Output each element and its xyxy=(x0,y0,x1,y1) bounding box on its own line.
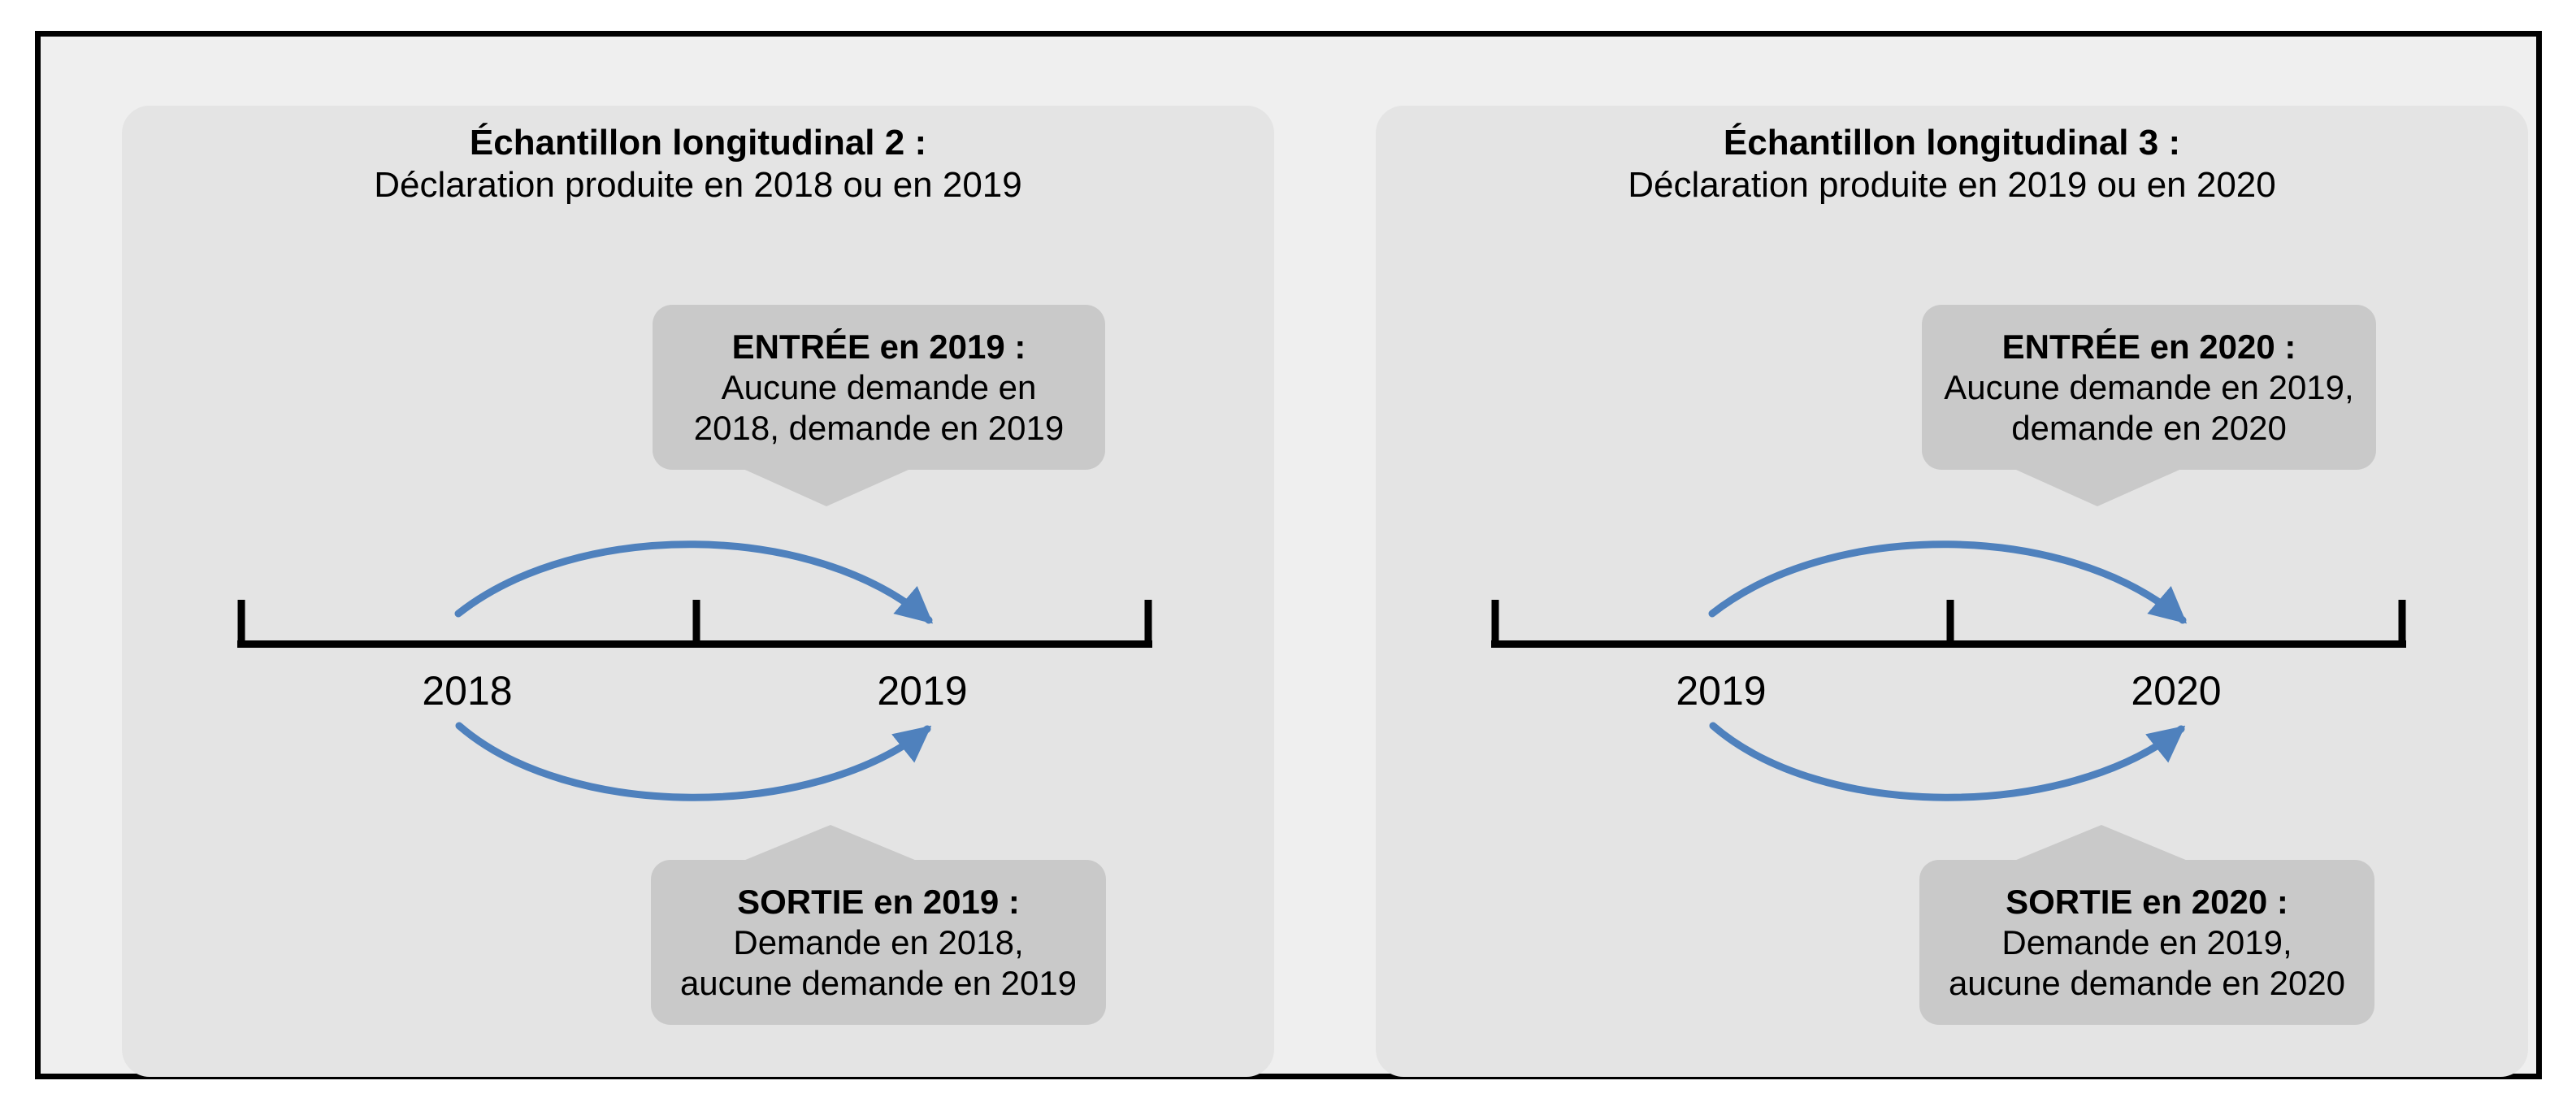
panel-title-heading: Échantillon longitudinal 3 : xyxy=(1723,123,2181,163)
entry-callout-heading: ENTRÉE en 2020 : xyxy=(2001,327,2296,366)
timeline-diagram xyxy=(1491,467,2406,862)
entry-callout-body: Aucune demande en 2018, demande en 2019 xyxy=(693,367,1065,447)
panel-title-subtitle: Déclaration produite en 2019 ou en 2020 xyxy=(1628,165,2276,205)
year-label-start: 2018 xyxy=(422,668,513,714)
exit-callout-body: Demande en 2018, aucune demande en 2019 xyxy=(679,922,1078,1002)
entry-arrow xyxy=(454,540,934,624)
timeline-diagram xyxy=(237,467,1152,862)
exit-callout: SORTIE en 2019 : Demande en 2018, aucune… xyxy=(651,860,1106,1025)
entry-arrow xyxy=(1708,540,2188,624)
entry-callout: ENTRÉE en 2020 : Aucune demande en 2019,… xyxy=(1922,305,2376,470)
exit-callout: SORTIE en 2020 : Demande en 2019, aucune… xyxy=(1919,860,2374,1025)
panel-title-subtitle: Déclaration produite en 2018 ou en 2019 xyxy=(374,165,1022,205)
figure-frame: Échantillon longitudinal 2 : Déclaration… xyxy=(35,31,2542,1079)
panel-title: Échantillon longitudinal 2 : Déclaration… xyxy=(122,122,1274,206)
timeline-axis xyxy=(1491,600,2406,648)
exit-callout-tail xyxy=(739,825,921,862)
entry-callout: ENTRÉE en 2019 : Aucune demande en 2018,… xyxy=(653,305,1105,470)
exit-arrow xyxy=(455,722,932,801)
timeline-axis xyxy=(237,600,1152,648)
year-label-end: 2019 xyxy=(877,668,968,714)
entry-callout-tail xyxy=(2009,467,2187,506)
panel-title: Échantillon longitudinal 3 : Déclaration… xyxy=(1376,122,2528,206)
year-label-end: 2020 xyxy=(2131,668,2222,714)
panel-longitudinal-sample-3: Échantillon longitudinal 3 : Déclaration… xyxy=(1376,106,2528,1077)
exit-callout-heading: SORTIE en 2020 : xyxy=(2006,882,2288,921)
exit-callout-tail xyxy=(2010,825,2192,862)
exit-arrow xyxy=(1709,722,2186,801)
exit-callout-heading: SORTIE en 2019 : xyxy=(737,882,1020,921)
entry-callout-tail xyxy=(738,467,916,506)
exit-callout-body: Demande en 2019, aucune demande en 2020 xyxy=(1948,922,2346,1002)
panel-longitudinal-sample-2: Échantillon longitudinal 2 : Déclaration… xyxy=(122,106,1274,1077)
entry-callout-body: Aucune demande en 2019, demande en 2020 xyxy=(1944,367,2354,447)
year-label-start: 2019 xyxy=(1676,668,1767,714)
panel-title-heading: Échantillon longitudinal 2 : xyxy=(469,123,927,163)
entry-callout-heading: ENTRÉE en 2019 : xyxy=(731,327,1026,366)
